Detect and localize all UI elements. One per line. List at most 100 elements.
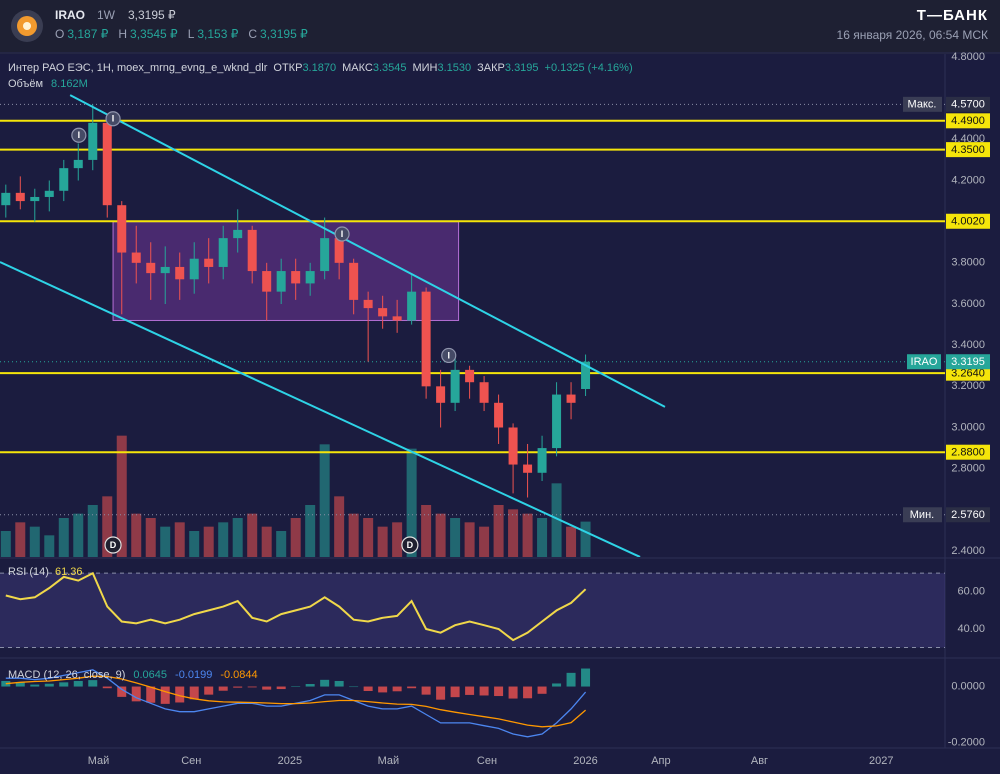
candle-body xyxy=(581,361,591,390)
macd-histogram-bar xyxy=(160,686,170,704)
last-value: 3.3195 xyxy=(951,356,985,368)
volume-bar xyxy=(580,521,591,557)
event-marker[interactable]: I xyxy=(441,347,457,364)
event-label: I xyxy=(447,350,450,360)
logo[interactable] xyxy=(11,10,43,42)
macd-histogram-bar xyxy=(117,686,127,697)
event-marker[interactable]: D xyxy=(401,536,419,554)
interval[interactable]: 1W xyxy=(97,8,116,22)
x-tick-label: Май xyxy=(378,755,400,767)
macd-series-value: -0.0844 xyxy=(220,669,257,681)
level-label: 2.8800 xyxy=(951,447,985,459)
macd-histogram-bar xyxy=(537,686,547,694)
macd-histogram-bar xyxy=(566,672,576,687)
volume-bar xyxy=(102,496,113,557)
y-tick-label: 4.2000 xyxy=(951,174,985,186)
legend-key: ЗАКР xyxy=(477,62,505,74)
event-badge xyxy=(71,127,87,143)
candle-body xyxy=(117,205,127,253)
event-label: D xyxy=(407,540,414,550)
macd-histogram-bar xyxy=(88,680,98,687)
ohlc-key: O xyxy=(55,27,64,41)
candle-body xyxy=(320,238,330,272)
event-badge xyxy=(104,536,122,554)
legend-change: +0.1325 (+4.16%) xyxy=(545,62,633,74)
volume-bar xyxy=(276,531,287,557)
volume-bar xyxy=(450,518,461,557)
macd-histogram-bar xyxy=(363,686,373,692)
macd-histogram-bar xyxy=(30,684,40,687)
event-marker[interactable]: I xyxy=(71,127,87,143)
volume-bar xyxy=(464,522,475,557)
macd-histogram-bar xyxy=(247,686,257,688)
rsi-title: RSI (14) xyxy=(8,566,49,578)
volume-bar xyxy=(493,505,504,557)
macd-histogram-bar xyxy=(479,686,489,696)
rsi-band xyxy=(0,573,945,648)
candle-body xyxy=(523,464,533,473)
macd-histogram-bar xyxy=(392,686,402,692)
legend-name: Интер РАО ЕЭС, 1H, moex_mrng_evng_e_wknd… xyxy=(8,62,268,74)
candle-body xyxy=(233,229,243,239)
y-tick-label: 40.00 xyxy=(957,623,985,635)
price-panel: I I I I D D xyxy=(0,94,945,557)
macd-histogram-bar xyxy=(378,686,388,693)
macd-histogram-bar xyxy=(146,686,156,703)
macd-histogram-bar xyxy=(421,686,431,695)
macd-legend: MACD (12, 26, close, 9) 0.0645 -0.0199 -0.0… xyxy=(8,669,258,681)
volume-bar xyxy=(421,505,432,557)
y-tick-label: 3.8000 xyxy=(951,257,985,269)
ohlc-key: H xyxy=(118,27,127,41)
symbol[interactable]: IRAO xyxy=(55,8,85,22)
x-tick-label: 2027 xyxy=(869,755,893,767)
volume-bar xyxy=(44,535,55,557)
x-tick-label: Апр xyxy=(651,755,670,767)
volume-bar xyxy=(319,444,330,557)
candle-body xyxy=(479,382,489,403)
volume-bar xyxy=(392,522,403,557)
ohlc-value: 3,3195 ₽ xyxy=(260,27,308,41)
volume-bar xyxy=(406,448,417,557)
min-value: 2.5760 xyxy=(951,509,985,521)
macd-histogram-bar xyxy=(494,686,504,697)
chart-legend: Интер РАО ЕЭС, 1H, moex_mrng_evng_e_wknd… xyxy=(8,62,633,74)
volume-bar xyxy=(334,496,345,557)
y-tick-label: -0.2000 xyxy=(948,736,985,748)
candle-body xyxy=(349,262,359,300)
x-tick-label: Май xyxy=(88,755,110,767)
rsi-value: 61.36 xyxy=(55,566,83,578)
event-marker[interactable]: I xyxy=(105,111,121,127)
legend-value: 3.3195 xyxy=(505,62,539,74)
volume-bar xyxy=(203,526,214,557)
y-tick-label: 3.4000 xyxy=(951,339,985,351)
candle-body xyxy=(465,369,475,383)
last-tag-box xyxy=(907,354,941,370)
candle-body xyxy=(436,386,446,403)
level-label: 3.2640 xyxy=(951,368,985,380)
candle-body xyxy=(160,266,170,274)
volume-bar xyxy=(15,522,26,557)
ohlc-value: 3,187 ₽ xyxy=(67,27,108,41)
candle-body xyxy=(407,291,417,321)
candle-body xyxy=(508,427,518,465)
level-label: 4.3500 xyxy=(951,144,985,156)
event-marker[interactable]: I xyxy=(334,226,350,242)
volume-legend: Объём 8.162M xyxy=(8,78,88,90)
event-marker[interactable]: D xyxy=(104,536,122,554)
rsi-panel xyxy=(0,571,945,649)
legend-value: 3.1870 xyxy=(302,62,336,74)
x-tick-label: Сен xyxy=(477,755,497,767)
candle-body xyxy=(88,122,98,160)
volume-value: 8.162M xyxy=(51,78,88,90)
level-label-box xyxy=(946,444,990,460)
candle-body xyxy=(44,190,54,197)
macd-histogram-bar xyxy=(1,680,11,687)
candle-body xyxy=(363,299,373,309)
min-value-box xyxy=(946,507,990,523)
candle-body xyxy=(102,122,112,206)
volume-bar xyxy=(174,522,185,557)
candle-body xyxy=(494,402,504,428)
volume-bar xyxy=(116,435,127,557)
x-tick-label: 2026 xyxy=(573,755,597,767)
